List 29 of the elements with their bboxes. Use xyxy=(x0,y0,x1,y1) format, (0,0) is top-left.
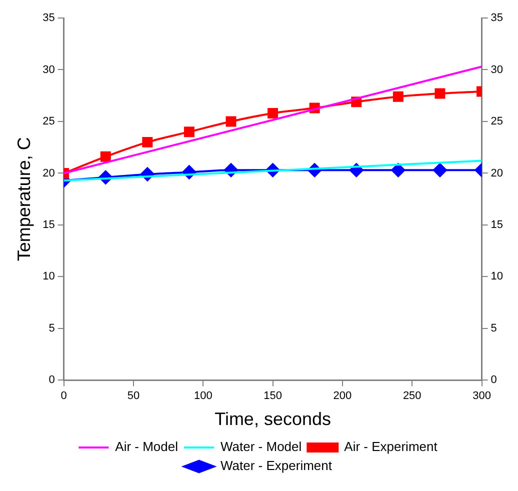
x-tick-label: 150 xyxy=(264,390,282,402)
y2-tick-label: 15 xyxy=(490,219,504,232)
y2-tick-label: 10 xyxy=(490,270,504,283)
y-tick-label: 20 xyxy=(42,167,55,180)
y-axis-title: Temperature, C xyxy=(14,137,34,262)
y2-tick-label: 5 xyxy=(490,322,497,334)
x-tick-label: 0 xyxy=(60,390,67,402)
legend-label: Water - Experiment xyxy=(220,458,332,474)
y2-tick-label: 35 xyxy=(490,12,504,24)
x-tick-label: 50 xyxy=(127,390,140,402)
y-tick-label: 0 xyxy=(48,374,55,386)
legend-label: Air - Experiment xyxy=(344,439,438,454)
x-axis-title: Time, seconds xyxy=(214,409,331,430)
y-tick-label: 35 xyxy=(42,12,55,24)
x-tick-label: 250 xyxy=(402,390,422,402)
x-tick-label: 300 xyxy=(472,390,491,402)
y-tick-label: 30 xyxy=(42,64,55,76)
y-tick-label: 15 xyxy=(42,219,55,232)
x-tick-label: 200 xyxy=(333,390,352,402)
y2-tick-label: 25 xyxy=(490,116,504,128)
legend-label: Water - Model xyxy=(220,439,302,454)
legend-label: Air - Model xyxy=(115,439,178,454)
y2-tick-label: 30 xyxy=(490,64,504,76)
y-tick-label: 10 xyxy=(42,270,55,283)
y-tick-label: 25 xyxy=(42,116,55,128)
y-tick-label: 5 xyxy=(48,322,55,334)
x-tick-label: 100 xyxy=(194,390,212,402)
y2-tick-label: 20 xyxy=(490,167,504,180)
y2-tick-label: 0 xyxy=(490,374,497,386)
